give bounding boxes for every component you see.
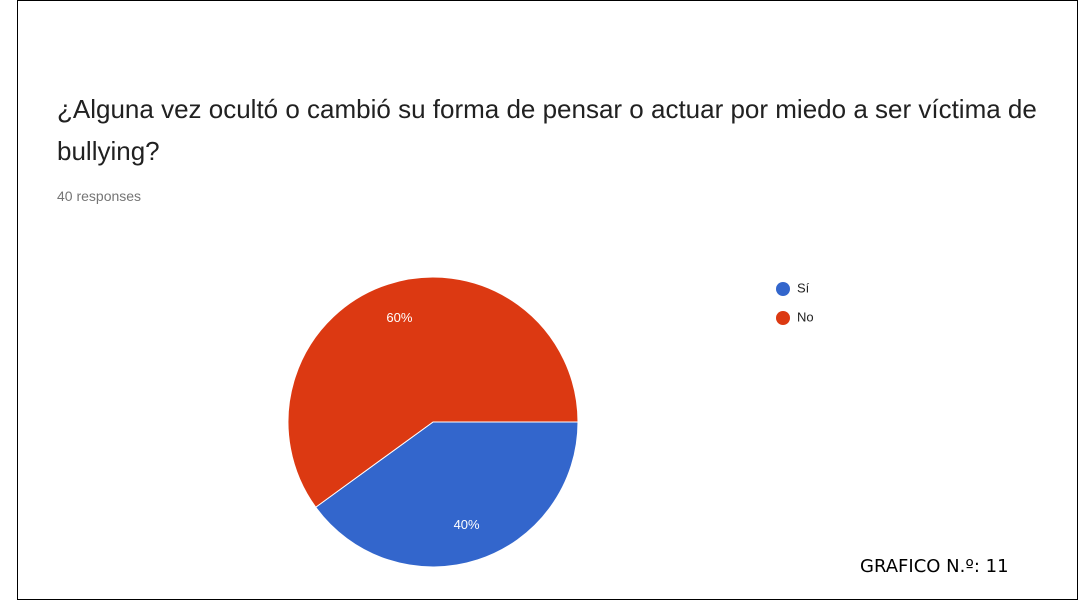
data-label: 60%	[386, 310, 412, 325]
pie-slice	[287, 276, 579, 508]
data-label: 40%	[454, 517, 480, 532]
annotation: GRAFICO N.º: 11	[860, 556, 1009, 577]
legend-swatch	[776, 282, 790, 296]
legend-label: Sí	[797, 280, 810, 295]
legend-swatch	[776, 311, 790, 325]
pie-slice	[314, 421, 579, 568]
legend-label: No	[797, 309, 814, 324]
chart-subtitle: 40 responses	[57, 188, 142, 204]
chart-title: ¿Alguna vez ocultó o cambió su forma de …	[57, 94, 1037, 166]
